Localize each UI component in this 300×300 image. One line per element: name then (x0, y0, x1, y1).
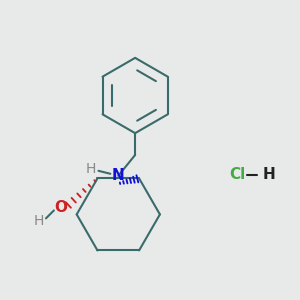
Text: H: H (34, 214, 44, 228)
Text: O: O (54, 200, 67, 215)
Text: Cl: Cl (229, 167, 245, 182)
Text: H: H (263, 167, 276, 182)
Text: N: N (112, 168, 125, 183)
Text: H: H (85, 162, 96, 176)
